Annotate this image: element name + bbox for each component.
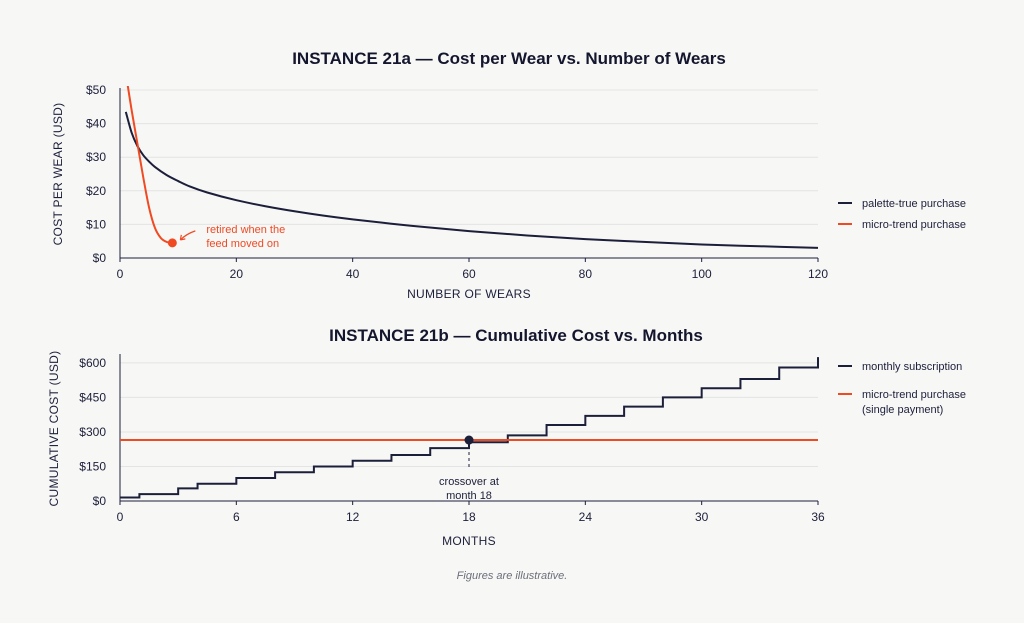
chart-title: INSTANCE 21a — Cost per Wear vs. Number …	[292, 49, 726, 68]
y-tick-label: $30	[86, 150, 106, 164]
x-tick-label: 24	[579, 510, 593, 524]
x-tick-label: 40	[346, 267, 360, 281]
x-tick-label: 120	[808, 267, 828, 281]
x-tick-label: 6	[233, 510, 240, 524]
y-tick-label: $10	[86, 217, 106, 231]
annotation-text: feed moved on	[206, 238, 279, 250]
y-axis-label: CUMULATIVE COST (USD)	[47, 351, 61, 507]
chart-title: INSTANCE 21b — Cumulative Cost vs. Month…	[329, 326, 703, 345]
y-axis-label: COST PER WEAR (USD)	[51, 103, 65, 246]
y-tick-label: $40	[86, 117, 106, 131]
annotation-arrow	[179, 230, 196, 241]
annotation-text: retired when the	[206, 224, 285, 236]
x-tick-label: 0	[117, 510, 124, 524]
y-tick-label: $150	[79, 459, 106, 473]
x-axis-label: MONTHS	[442, 534, 496, 548]
annotation-text: month 18	[446, 490, 492, 502]
legend-label: palette-true purchase	[862, 198, 966, 210]
x-tick-label: 20	[230, 267, 244, 281]
series-line-2	[126, 86, 173, 244]
x-tick-label: 18	[462, 510, 476, 524]
x-tick-label: 100	[692, 267, 712, 281]
legend-label: micro-trend purchase	[862, 219, 966, 231]
chart-1: INSTANCE 21a — Cost per Wear vs. Number …	[51, 49, 966, 301]
legend-label: (single payment)	[862, 404, 943, 416]
annotation-text: crossover at	[439, 476, 499, 488]
x-tick-label: 36	[811, 510, 825, 524]
chart-2: INSTANCE 21b — Cumulative Cost vs. Month…	[47, 326, 966, 548]
x-tick-label: 30	[695, 510, 709, 524]
annotation-arrowhead	[179, 234, 186, 241]
y-tick-label: $50	[86, 83, 106, 97]
y-tick-label: $300	[79, 425, 106, 439]
figure-caption: Figures are illustrative.	[457, 570, 568, 582]
crossover-point	[464, 435, 474, 445]
y-tick-label: $600	[79, 356, 106, 370]
x-tick-label: 0	[117, 267, 124, 281]
legend-label: monthly subscription	[862, 361, 962, 373]
y-tick-label: $0	[93, 494, 107, 508]
y-tick-label: $0	[93, 251, 107, 265]
legend-label: micro-trend purchase	[862, 389, 966, 401]
series-line-1	[124, 111, 819, 249]
y-tick-label: $20	[86, 184, 106, 198]
x-tick-label: 80	[579, 267, 593, 281]
x-axis-label: NUMBER OF WEARS	[407, 287, 531, 301]
x-tick-label: 60	[462, 267, 476, 281]
y-tick-label: $450	[79, 390, 106, 404]
x-tick-label: 12	[346, 510, 360, 524]
retirement-point	[167, 238, 177, 248]
